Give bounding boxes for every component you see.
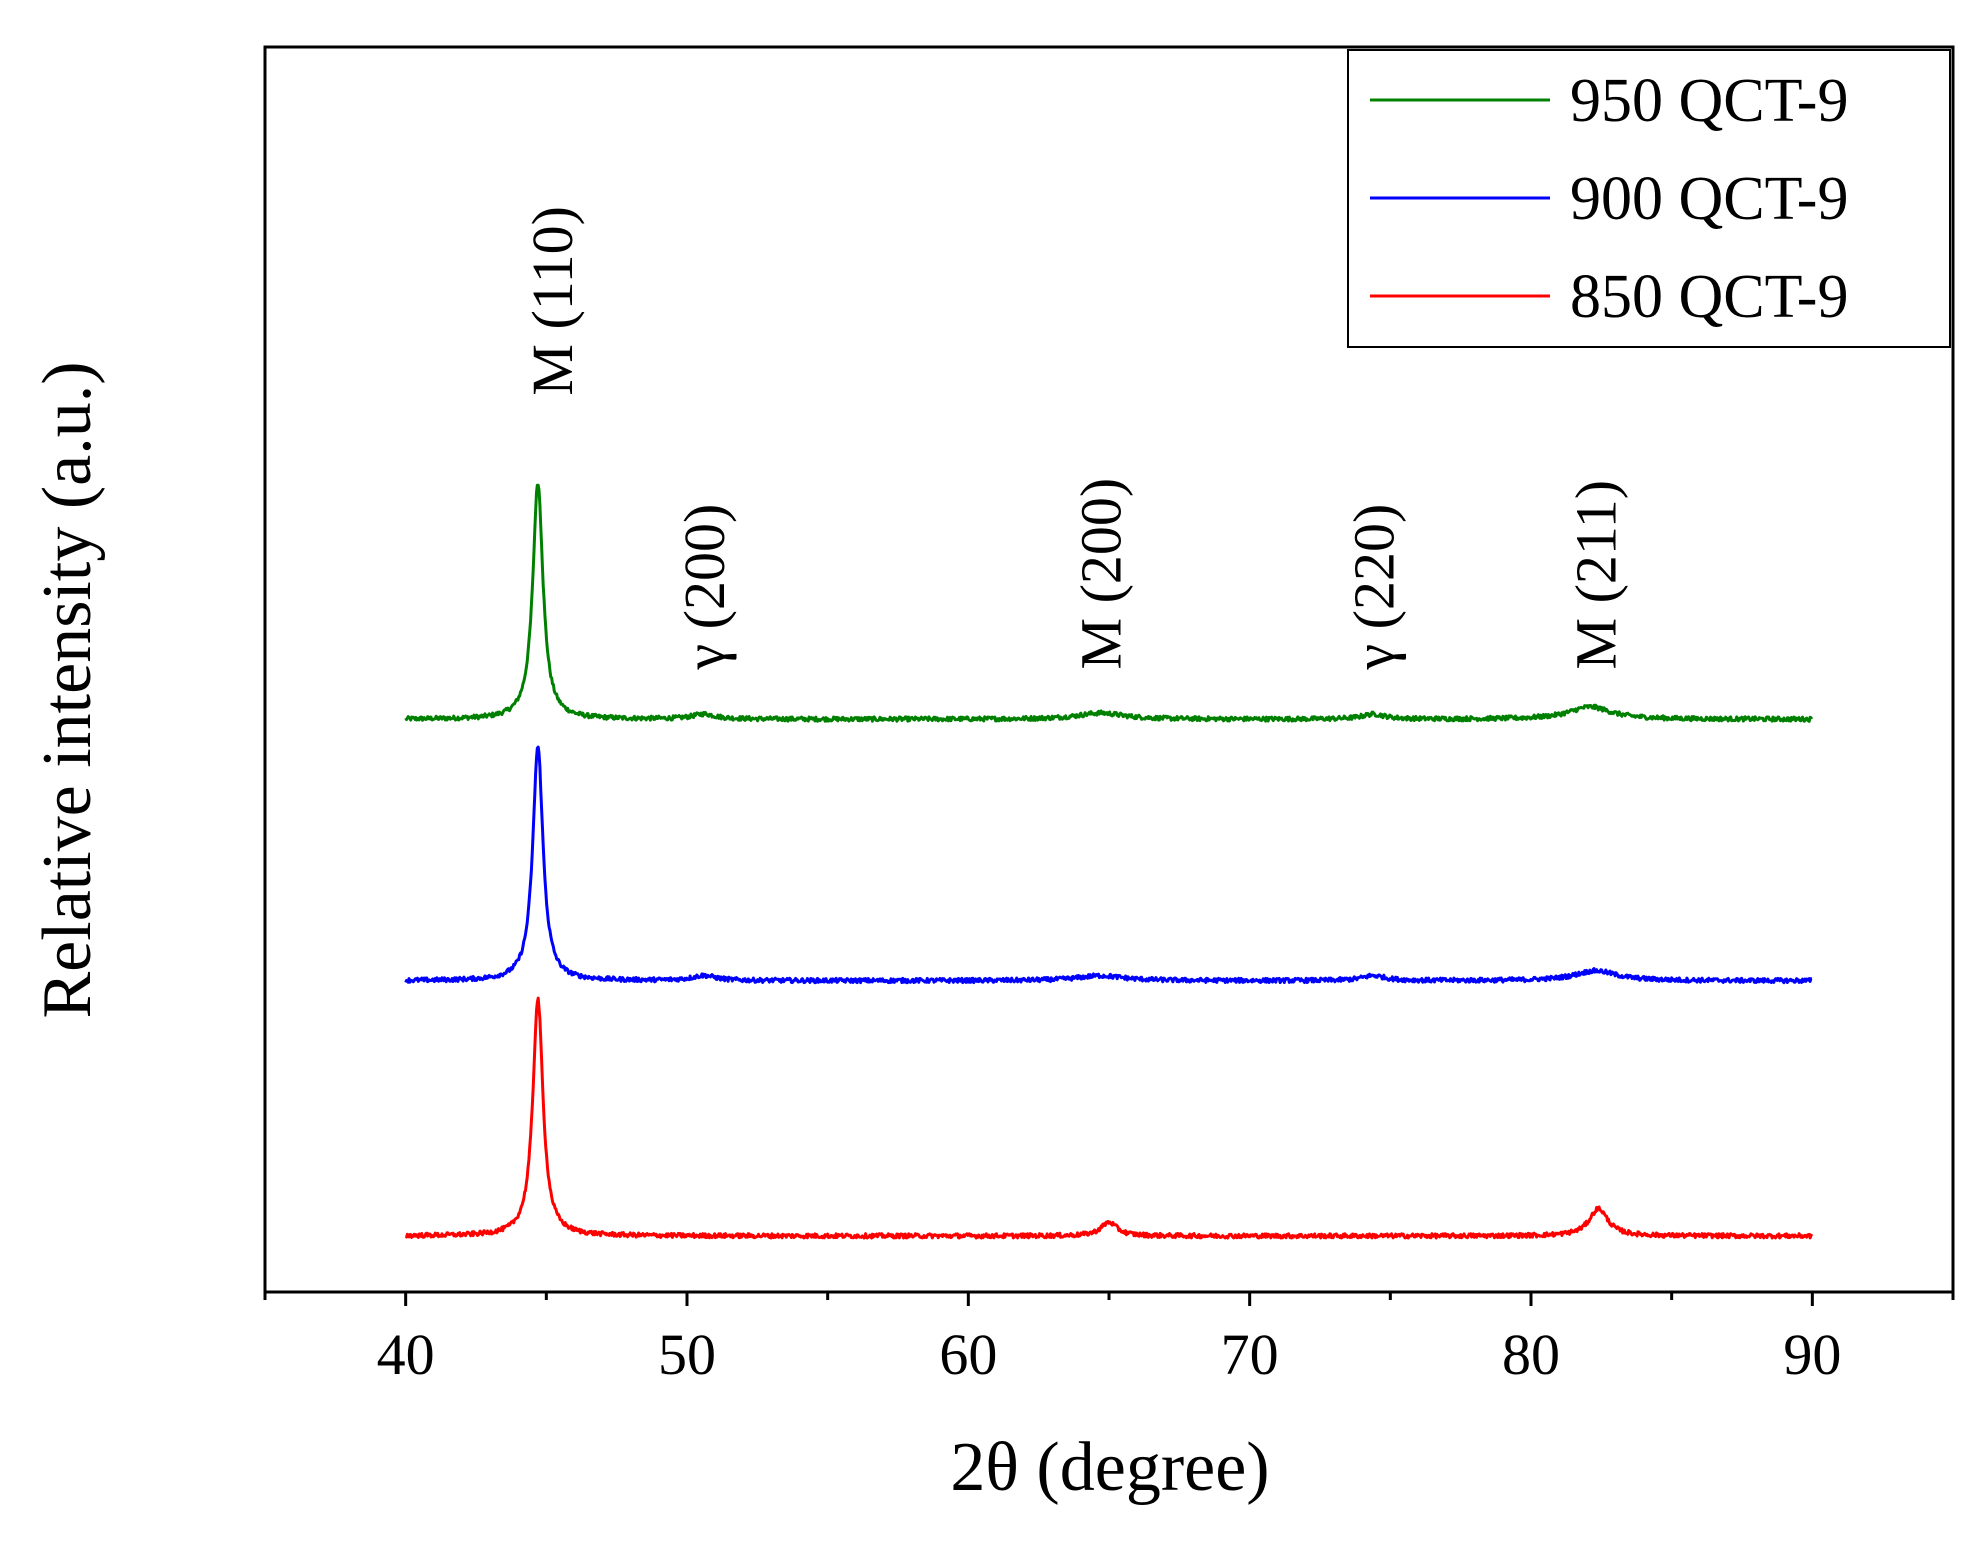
x-tick-label: 70 [1221,1322,1279,1387]
x-tick-label: 60 [939,1322,997,1387]
peak-annotations: M (110) γ (200) M (200) γ (220) M (211) [520,206,1629,670]
peak-annotation: M (110) [520,206,585,396]
peak-annotation: M (200) [1069,478,1134,670]
x-tick-label: 90 [1783,1322,1841,1387]
y-axis-label: Relative intensity (a.u.) [29,361,106,1018]
x-axis-label: 2θ (degree) [950,1429,1269,1506]
x-axis-ticks: 40 50 60 70 80 90 [263,1292,1955,1387]
x-tick-label: 80 [1502,1322,1560,1387]
x-tick-label: 40 [377,1322,435,1387]
legend-label: 950 QCT-9 [1570,67,1848,135]
legend-label: 900 QCT-9 [1570,165,1848,233]
peak-annotation: γ (200) [672,504,737,671]
series-line-0 [404,483,1814,723]
series-layer [404,483,1814,1240]
series-line-1 [404,745,1813,985]
series-line-2 [404,996,1814,1240]
legend: 950 QCT-9 900 QCT-9 850 QCT-9 [1347,49,1951,348]
legend-label: 850 QCT-9 [1570,263,1848,331]
peak-annotation: M (211) [1564,480,1629,670]
peak-annotation: γ (220) [1342,504,1407,671]
x-tick-label: 50 [658,1322,716,1387]
